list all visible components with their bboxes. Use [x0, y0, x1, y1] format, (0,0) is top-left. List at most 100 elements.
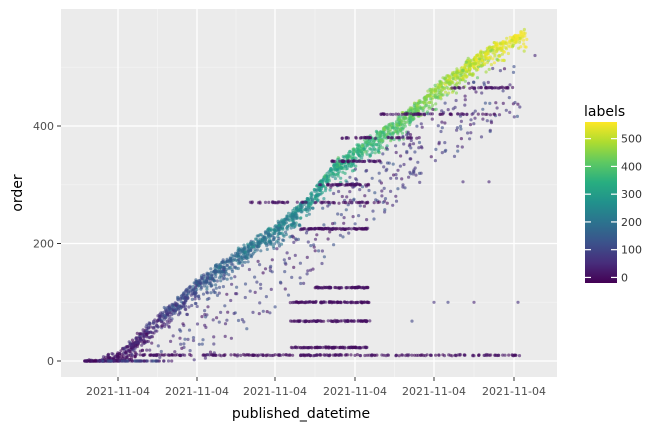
data-point [134, 336, 138, 340]
data-point [431, 103, 435, 107]
data-point [417, 171, 422, 175]
data-point [495, 46, 499, 50]
data-point [190, 297, 194, 301]
data-point [409, 112, 413, 116]
data-point [159, 311, 163, 315]
data-point [308, 300, 312, 304]
data-point [116, 356, 120, 360]
data-point [212, 335, 216, 339]
data-point [396, 168, 400, 172]
data-point [450, 354, 454, 358]
data-point [309, 244, 313, 248]
data-point [246, 252, 250, 256]
data-point [320, 190, 324, 195]
data-point [353, 222, 357, 226]
data-point [230, 282, 234, 286]
data-point [487, 353, 492, 357]
legend-tick-label: 100 [621, 244, 642, 257]
data-point [500, 52, 504, 56]
data-point [400, 131, 404, 135]
data-point [279, 353, 283, 357]
data-point [491, 66, 495, 71]
data-point [517, 40, 522, 44]
data-point [241, 260, 245, 264]
data-point [195, 322, 200, 326]
data-point [464, 60, 468, 64]
data-point [383, 210, 387, 214]
data-point [119, 349, 123, 353]
data-point [315, 233, 319, 237]
data-point [322, 319, 326, 323]
data-point [150, 341, 154, 345]
data-point [461, 85, 466, 90]
data-point [501, 89, 505, 93]
data-point [112, 359, 116, 363]
data-point [162, 305, 166, 310]
data-point [443, 87, 447, 91]
data-point [463, 353, 467, 357]
data-point [138, 336, 142, 341]
data-point [409, 146, 413, 150]
data-point [223, 304, 227, 308]
data-point [331, 174, 335, 179]
data-point [151, 325, 155, 329]
data-point [371, 353, 375, 357]
data-point [266, 230, 270, 234]
data-point [478, 51, 482, 55]
data-point [446, 108, 450, 112]
data-point [276, 228, 280, 232]
data-point [380, 146, 385, 150]
data-point [320, 249, 324, 253]
data-point [272, 246, 276, 250]
data-point [484, 52, 488, 56]
data-point [382, 165, 386, 169]
data-point [501, 40, 505, 44]
data-point [498, 69, 502, 73]
data-point [295, 215, 299, 219]
data-point [433, 83, 437, 87]
data-point [485, 60, 489, 65]
data-point [434, 147, 438, 151]
data-point [334, 172, 338, 176]
data-point [117, 359, 121, 363]
data-point [373, 151, 377, 155]
data-point [165, 319, 169, 323]
data-point [496, 353, 501, 357]
data-point [403, 186, 407, 190]
data-point [504, 46, 508, 50]
data-point [436, 124, 440, 128]
data-point [275, 247, 279, 251]
data-point [243, 295, 247, 300]
data-point [354, 136, 358, 140]
data-point [391, 112, 395, 117]
data-point [171, 334, 175, 338]
data-point [101, 355, 106, 359]
data-point [407, 353, 411, 357]
data-point [502, 58, 506, 62]
data-point [259, 249, 263, 253]
data-point [349, 319, 353, 323]
data-point [277, 244, 282, 248]
data-point [306, 269, 310, 273]
data-point [312, 319, 316, 323]
data-point [280, 231, 284, 235]
data-point [511, 70, 516, 74]
data-point [474, 58, 479, 62]
data-point [259, 282, 263, 286]
data-point [217, 266, 221, 270]
data-point [308, 353, 313, 358]
data-point [439, 129, 443, 134]
data-point [251, 353, 255, 357]
data-point [239, 249, 243, 253]
data-point [299, 281, 303, 286]
data-point [495, 57, 499, 61]
data-point [225, 277, 229, 281]
data-point [203, 356, 207, 360]
data-point [316, 198, 320, 202]
data-point [292, 221, 296, 226]
data-point [191, 338, 196, 343]
data-point [454, 91, 458, 95]
data-point [378, 139, 382, 143]
data-point [282, 218, 286, 222]
